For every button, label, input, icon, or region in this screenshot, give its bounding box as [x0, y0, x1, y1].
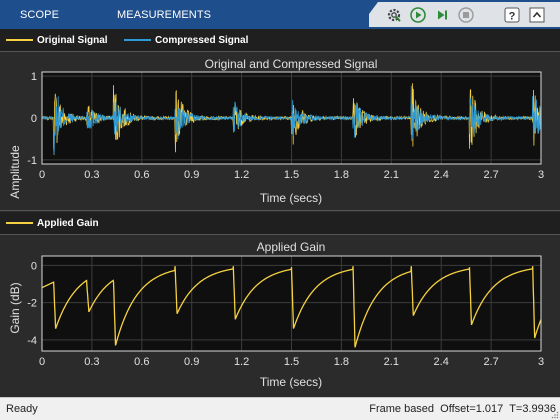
x-tick-label: 1.5: [284, 356, 299, 368]
toolstrip: SCOPE MEASUREMENTS: [0, 0, 560, 29]
legend-item-compressed-signal[interactable]: Compressed Signal: [124, 33, 248, 47]
run-icon[interactable]: [408, 5, 428, 25]
x-tick-label: 1.5: [284, 169, 299, 181]
x-tick-label: 0.3: [84, 356, 99, 368]
x-tick-label: 2.1: [384, 169, 399, 181]
y-tick-label: -4: [27, 335, 37, 347]
x-tick-label: 2.7: [483, 169, 498, 181]
tab-measurements[interactable]: MEASUREMENTS: [117, 9, 212, 21]
y-tick-label: 0: [31, 260, 37, 272]
status-bar: Ready Frame based Offset=1.017 T=3.9936: [0, 397, 560, 420]
svg-text:?: ?: [509, 11, 516, 23]
x-tick-label: 1.2: [234, 169, 249, 181]
x-tick-label: 1.2: [234, 356, 249, 368]
y-tick-label: -1: [27, 155, 37, 167]
status-text: Ready: [6, 403, 38, 415]
x-tick-label: 3: [538, 169, 544, 181]
plot-title-gain: Applied Gain: [257, 240, 326, 254]
x-tick-label: 0: [39, 356, 45, 368]
quick-access-bar: ?: [369, 2, 560, 27]
x-tick-label: 2.1: [384, 356, 399, 368]
y-tick-label: -2: [27, 298, 37, 310]
x-tick-label: 0: [39, 169, 45, 181]
legend-label-original: Original Signal: [37, 34, 108, 46]
legend-bottom: Applied Gain: [0, 212, 560, 234]
resize-grip-icon[interactable]: [551, 411, 559, 419]
legend-swatch-gain: [6, 222, 33, 224]
status-time: T=3.9936: [509, 403, 556, 415]
stop-icon[interactable]: [456, 5, 476, 25]
x-tick-label: 0.6: [134, 169, 149, 181]
y-axis-label-signal: Amplitude: [8, 145, 22, 199]
y-axis-label-gain: Gain (dB): [8, 282, 22, 333]
collapse-toolstrip-icon[interactable]: [527, 5, 547, 25]
ticks-gain: 0 0.3 0.6 0.9 1.2 1.5 1.8 2.1 2.4 2.7 3 -4 -2 0: [27, 255, 544, 368]
legend-top: Original Signal Compressed Signal: [0, 29, 560, 51]
x-tick-label: 0.9: [184, 169, 199, 181]
status-info: Frame based Offset=1.017 T=3.9936: [369, 403, 556, 415]
plot-panel-signal: Original and Compressed Signal 0 0.3 0.6 0.…: [0, 52, 560, 208]
x-axis-label-signal: Time (secs): [260, 191, 322, 205]
status-offset: Offset=1.017: [440, 403, 504, 415]
x-tick-label: 1.8: [334, 356, 349, 368]
panel-divider: [0, 210, 560, 211]
plot-title-signal: Original and Compressed Signal: [205, 57, 378, 71]
settings-icon[interactable]: [384, 5, 404, 25]
legend-divider-bottom: [0, 234, 560, 235]
x-tick-label: 0.9: [184, 356, 199, 368]
help-icon[interactable]: ?: [502, 5, 522, 25]
x-tick-label: 0.3: [84, 169, 99, 181]
y-tick-label: 0: [31, 113, 37, 125]
plot-border: [41, 255, 542, 352]
x-tick-label: 2.4: [434, 169, 449, 181]
legend-item-applied-gain[interactable]: Applied Gain: [6, 216, 99, 230]
plot-panel-gain: Applied Gain 0 0.3 0.6 0.9 1.2 1.5 1.8 2.1 2.4 2.…: [0, 235, 560, 395]
traces-signal: [41, 83, 542, 155]
x-tick-label: 1.8: [334, 169, 349, 181]
legend-divider-top: [0, 51, 560, 52]
series-compressed-signal: [41, 85, 542, 155]
x-tick-label: 2.7: [483, 356, 498, 368]
ticks-signal: 0 0.3 0.6 0.9 1.2 1.5 1.8 2.1 2.4 2.7 3-101: [27, 71, 544, 181]
traces-gain: [41, 266, 542, 348]
tab-scope[interactable]: SCOPE: [20, 9, 60, 21]
x-tick-label: 0.6: [134, 356, 149, 368]
x-tick-label: 3: [538, 356, 544, 368]
step-forward-icon[interactable]: [432, 5, 452, 25]
x-tick-label: 2.4: [434, 356, 449, 368]
legend-label-compressed: Compressed Signal: [155, 34, 249, 46]
legend-swatch-original: [6, 39, 33, 41]
signal-plot[interactable]: Original and Compressed Signal 0 0.3 0.6 0.…: [0, 52, 560, 208]
status-mode: Frame based: [369, 403, 435, 415]
x-axis-label-gain: Time (secs): [260, 375, 322, 389]
plot-border: [41, 71, 542, 165]
series-applied-gain: [41, 266, 542, 348]
legend-label-gain: Applied Gain: [37, 217, 99, 229]
legend-item-original-signal[interactable]: Original Signal: [6, 33, 108, 47]
legend-swatch-compressed: [124, 39, 151, 41]
gain-plot[interactable]: Applied Gain 0 0.3 0.6 0.9 1.2 1.5 1.8 2.1 2.4 2.…: [0, 235, 560, 395]
y-tick-label: 1: [31, 71, 37, 83]
